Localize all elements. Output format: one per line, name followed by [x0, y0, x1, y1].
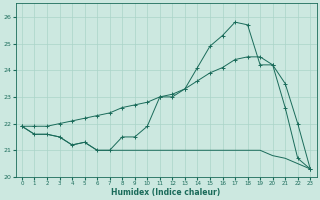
X-axis label: Humidex (Indice chaleur): Humidex (Indice chaleur) [111, 188, 221, 197]
